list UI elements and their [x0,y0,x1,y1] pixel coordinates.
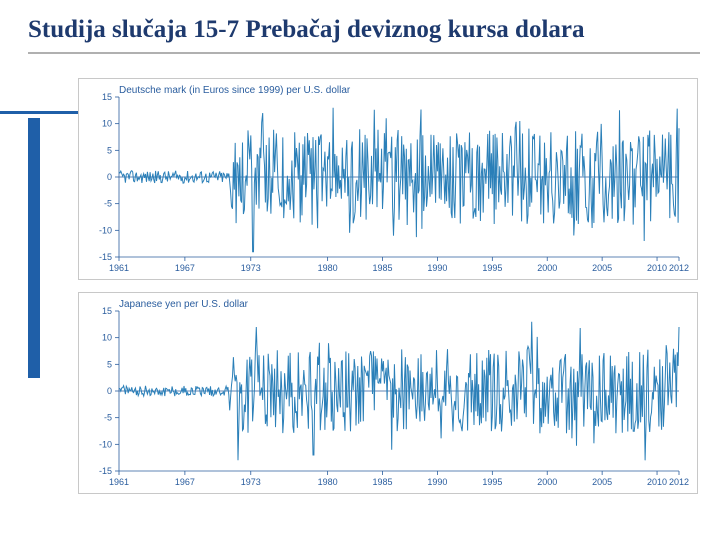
svg-text:1995: 1995 [482,263,502,273]
chart-panel-0: Deutsche mark (in Euros since 1999) per … [78,78,698,280]
svg-text:-10: -10 [99,439,112,449]
svg-text:1980: 1980 [318,263,338,273]
svg-text:2012: 2012 [669,477,689,487]
svg-text:1990: 1990 [427,263,447,273]
svg-text:-5: -5 [104,199,112,209]
slide-title: Studija slučaja 15-7 Prebačaj deviznog k… [28,16,700,44]
svg-text:2000: 2000 [537,263,557,273]
charts-container: Deutsche mark (in Euros since 1999) per … [78,78,698,506]
accent-stub [0,111,78,114]
svg-text:15: 15 [102,306,112,316]
svg-text:2000: 2000 [537,477,557,487]
accent-bar [28,118,40,378]
svg-text:10: 10 [102,333,112,343]
svg-text:1973: 1973 [241,477,261,487]
svg-text:2005: 2005 [592,477,612,487]
slide-title-bar: Studija slučaja 15-7 Prebačaj deviznog k… [28,16,700,44]
svg-text:5: 5 [107,145,112,155]
svg-text:0: 0 [107,172,112,182]
svg-text:-15: -15 [99,466,112,476]
series-line-0 [119,108,679,252]
chart-title-1: Japanese yen per U.S. dollar [119,299,248,310]
svg-text:15: 15 [102,92,112,102]
svg-text:1973: 1973 [241,263,261,273]
chart-panel-1: Japanese yen per U.S. dollar -15 -10 -5 0 5 10… [78,292,698,494]
svg-text:0: 0 [107,386,112,396]
svg-text:-10: -10 [99,225,112,235]
svg-text:2010: 2010 [647,263,667,273]
svg-text:2012: 2012 [669,263,689,273]
svg-text:1961: 1961 [109,477,129,487]
svg-text:1967: 1967 [175,263,195,273]
svg-text:1985: 1985 [373,263,393,273]
chart-title-0: Deutsche mark (in Euros since 1999) per … [119,85,350,96]
svg-text:-15: -15 [99,252,112,262]
svg-text:-5: -5 [104,413,112,423]
chart-svg-1: -15 -10 -5 0 5 10 15 1961 1967 1973 1980 1985 1990 19… [79,293,699,491]
svg-text:1967: 1967 [175,477,195,487]
chart-svg-0: -15 -10 -5 0 5 10 15 1961 1967 1973 1980 1985 1990 19… [79,79,699,277]
svg-text:1985: 1985 [373,477,393,487]
svg-text:5: 5 [107,359,112,369]
svg-text:1961: 1961 [109,263,129,273]
title-underline [28,52,700,54]
svg-text:10: 10 [102,119,112,129]
svg-text:2005: 2005 [592,263,612,273]
svg-text:2010: 2010 [647,477,667,487]
svg-text:1980: 1980 [318,477,338,487]
svg-text:1995: 1995 [482,477,502,487]
svg-text:1990: 1990 [427,477,447,487]
